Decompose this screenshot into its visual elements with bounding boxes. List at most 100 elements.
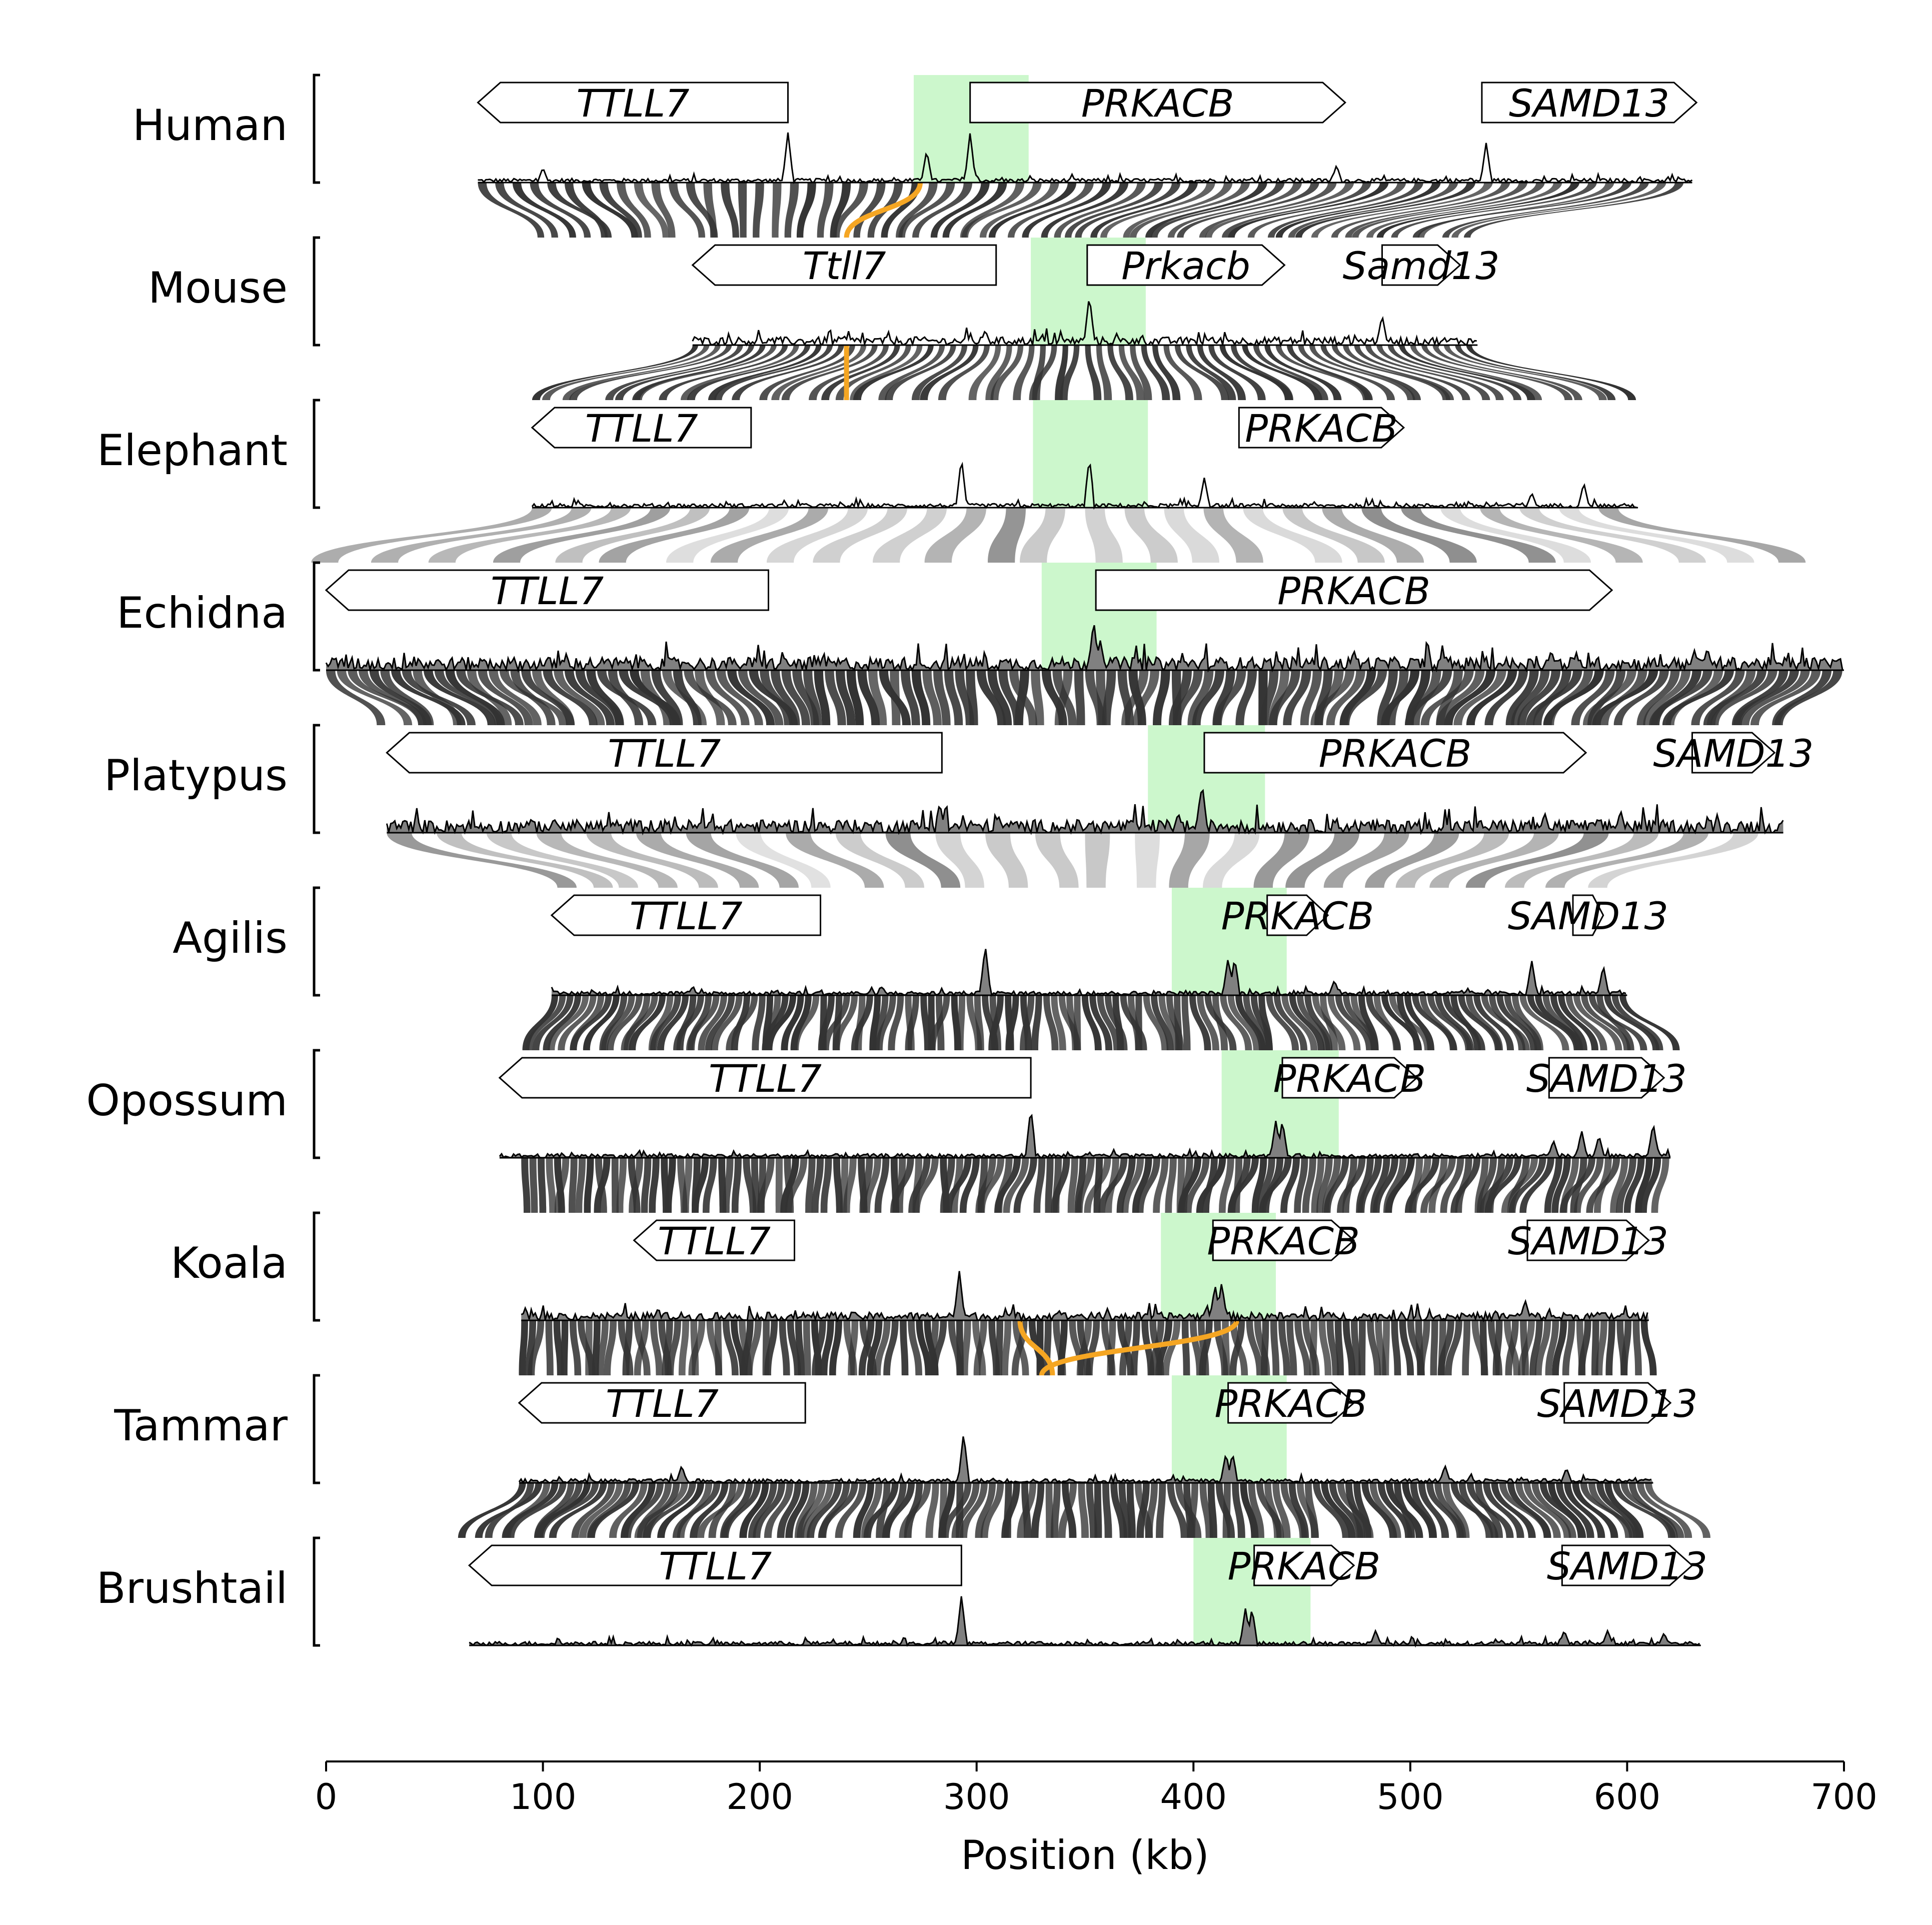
synteny-link	[1205, 183, 1354, 238]
synteny-link	[1484, 670, 1528, 725]
synteny-link	[859, 1158, 873, 1213]
synteny-link	[1288, 1483, 1309, 1538]
coverage-fill	[469, 1596, 1701, 1645]
synteny-link	[1354, 345, 1470, 400]
synteny-link	[1394, 1483, 1415, 1538]
synteny-link	[961, 1320, 971, 1375]
synteny-link	[781, 995, 804, 1050]
synteny-link	[1054, 183, 1146, 238]
synteny-link	[818, 995, 835, 1050]
ribbon-opossum-koala	[521, 1158, 1669, 1213]
synteny-link	[1196, 1158, 1226, 1213]
synteny-link	[1571, 670, 1615, 725]
synteny-link	[549, 1483, 607, 1538]
gene-prkacb: PRKACB	[1215, 1381, 1368, 1426]
synteny-link	[985, 833, 1028, 888]
synteny-link	[1450, 1158, 1481, 1213]
synteny-link	[1235, 670, 1257, 725]
synteny-link	[784, 183, 799, 238]
synteny-link	[585, 1320, 593, 1375]
synteny-link	[731, 1158, 742, 1213]
synteny-link	[579, 1483, 624, 1538]
synteny-link	[1499, 1483, 1551, 1538]
x-axis: 0 100 200 300 400 500 600 700 Position (kb)	[315, 1760, 1877, 1878]
gene-arrow	[468, 1544, 962, 1586]
synteny-link	[714, 345, 833, 400]
synteny-link	[1586, 1158, 1620, 1213]
gene-ttll7: TTLL7	[550, 894, 822, 938]
synteny-link	[785, 1158, 808, 1213]
synteny-link	[1001, 1483, 1020, 1538]
ribbon-mouse-elephant	[532, 345, 1636, 400]
synteny-link	[994, 1158, 1021, 1213]
gene-label: TTLL7	[606, 1381, 719, 1426]
synteny-link	[1611, 995, 1663, 1050]
synteny-link	[795, 1320, 805, 1375]
synteny-link	[1582, 670, 1636, 725]
synteny-link	[770, 670, 800, 725]
gene-label: TTLL7	[658, 1219, 771, 1263]
synteny-link	[830, 183, 851, 238]
synteny-link	[1118, 1483, 1131, 1538]
synteny-link	[878, 345, 945, 400]
gene-arrow	[325, 569, 769, 611]
synteny-link	[532, 670, 575, 725]
synteny-link	[1564, 1483, 1605, 1538]
gene-prkacb: Prkacb	[1086, 244, 1286, 288]
synteny-link	[988, 508, 1026, 563]
synteny-link	[1329, 1483, 1363, 1538]
synteny-link	[1085, 508, 1123, 563]
synteny-link	[1235, 995, 1266, 1050]
synteny-link	[636, 833, 759, 888]
synteny-link	[1444, 670, 1496, 725]
track-opossum: Opossum TTLL7 PRKACB SAMD13	[86, 1049, 1687, 1160]
gene-arrow	[1203, 732, 1587, 774]
species-label-echidna: Echidna	[117, 588, 288, 638]
synteny-link	[682, 1158, 693, 1213]
synteny-link	[721, 183, 740, 238]
synteny-link	[1410, 345, 1542, 400]
synteny-link	[861, 1483, 883, 1538]
synteny-link	[1492, 1320, 1503, 1375]
synteny-link	[1232, 1483, 1245, 1538]
synteny-link	[1270, 1320, 1280, 1375]
gene-arrow	[1095, 569, 1613, 611]
gene-ttll7: TTLL7	[477, 81, 789, 126]
synteny-link	[1207, 1483, 1217, 1538]
synteny-link	[434, 670, 504, 725]
synteny-link	[536, 833, 678, 888]
synteny-link	[803, 670, 822, 725]
synteny-link	[569, 345, 732, 400]
track-tammar: Tammar TTLL7 PRKACB SAMD13	[114, 1374, 1697, 1485]
synteny-link	[1691, 670, 1745, 725]
synteny-link	[1361, 1483, 1397, 1538]
synteny-link	[1543, 670, 1604, 725]
synteny-link	[1197, 345, 1246, 400]
synteny-link	[1440, 1158, 1464, 1213]
synteny-link	[1152, 345, 1181, 400]
synteny-link	[960, 1483, 988, 1538]
synteny-link	[820, 1158, 832, 1213]
synteny-link	[621, 995, 658, 1050]
gene-arrow	[1381, 244, 1461, 286]
synteny-link	[817, 183, 834, 238]
synteny-link	[1613, 670, 1669, 725]
synteny-link	[940, 1158, 955, 1213]
gene-label: SAMD13	[1508, 894, 1668, 938]
synteny-link	[1243, 508, 1342, 563]
synteny-link	[1436, 670, 1485, 725]
synteny-link	[1124, 508, 1178, 563]
synteny-link	[1081, 995, 1102, 1050]
synteny-link	[326, 670, 386, 725]
synteny-link	[1616, 1158, 1637, 1213]
synteny-link	[1598, 508, 1806, 563]
synteny-link	[666, 508, 789, 563]
synteny-link	[1043, 995, 1059, 1050]
gene-label: TTLL7	[630, 894, 743, 938]
synteny-link	[537, 1483, 599, 1538]
synteny-link	[765, 995, 797, 1050]
synteny-link	[1094, 1483, 1102, 1538]
synteny-link	[979, 183, 1059, 238]
synteny-link	[1135, 833, 1160, 888]
synteny-link	[619, 670, 679, 725]
